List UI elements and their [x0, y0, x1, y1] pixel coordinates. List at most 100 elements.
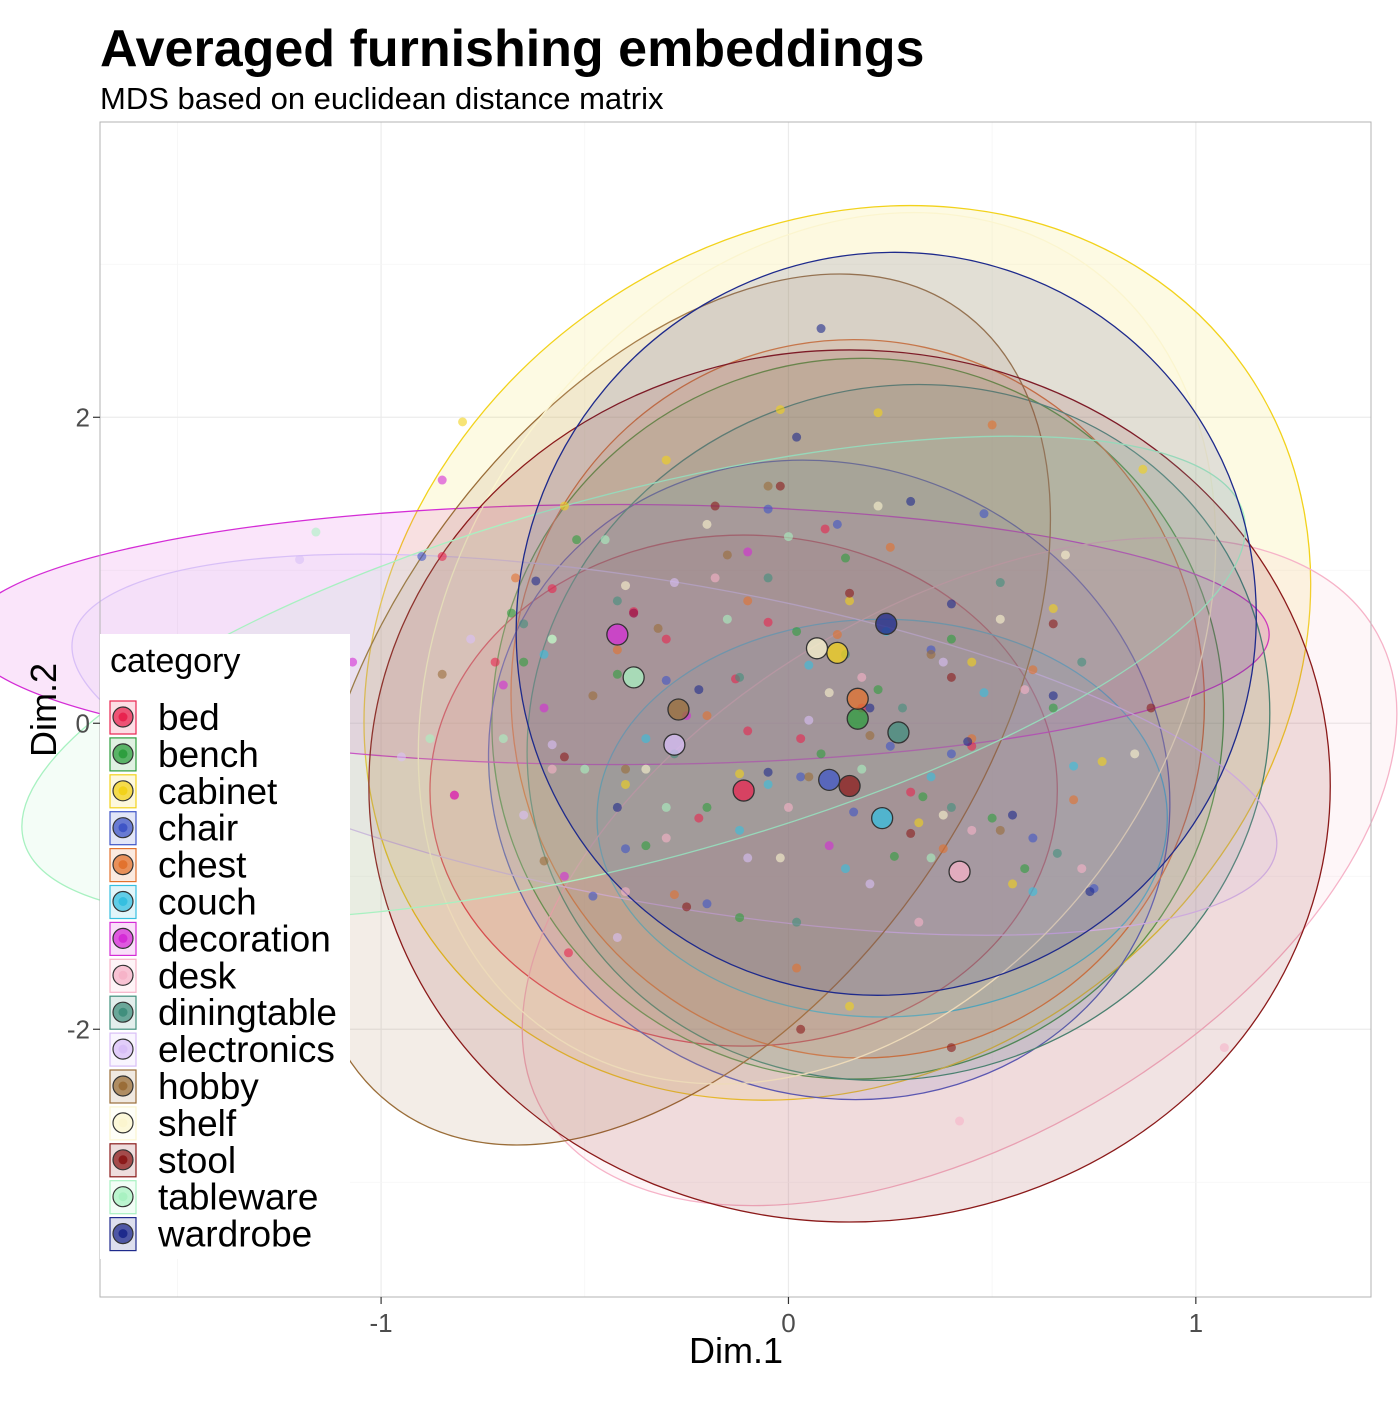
point-stool	[906, 828, 916, 838]
point-bench	[506, 608, 516, 618]
point-hobby	[865, 731, 875, 741]
legend-key-point	[118, 823, 128, 833]
point-stool	[682, 902, 692, 912]
point-chair	[979, 509, 989, 519]
centroid-hobby	[667, 698, 690, 721]
point-chest	[612, 645, 622, 655]
point-bench	[792, 626, 802, 636]
point-bench	[873, 685, 883, 695]
point-stool	[946, 1043, 956, 1053]
point-hobby	[763, 481, 773, 491]
point-couch	[840, 864, 850, 874]
point-chest	[1069, 795, 1079, 805]
point-bed	[694, 813, 704, 823]
point-hobby	[804, 772, 814, 782]
centroid-decoration	[606, 623, 629, 646]
point-shelf	[641, 764, 651, 774]
point-bench	[1020, 864, 1030, 874]
legend-key-point	[118, 970, 128, 980]
point-chair	[946, 749, 956, 759]
point-decoration	[559, 871, 569, 881]
legend-item-wardrobe: wardrobe	[109, 1214, 312, 1255]
legend-label: wardrobe	[157, 1214, 312, 1255]
axes: -1 0 1 -2 0 2	[67, 402, 1203, 1338]
y-tick-label: 2	[76, 402, 90, 432]
legend-key-point	[118, 860, 128, 870]
point-decoration	[539, 703, 549, 713]
point-desk	[710, 573, 720, 583]
point-cabinet	[735, 769, 745, 779]
point-tableware	[722, 614, 732, 624]
point-couch	[763, 779, 773, 789]
point-wardrobe	[792, 432, 802, 442]
centroids	[606, 612, 971, 883]
point-decoration	[437, 475, 447, 485]
point-stool	[1146, 703, 1156, 713]
point-diningtable	[946, 802, 956, 812]
point-chair	[702, 899, 712, 909]
point-chair	[763, 504, 773, 514]
point-cabinet	[661, 455, 671, 465]
point-chair	[417, 552, 427, 562]
point-chair	[885, 741, 895, 751]
point-stool	[559, 752, 569, 762]
legend-item-electronics: electronics	[109, 1029, 335, 1070]
legend-title: category	[110, 642, 240, 680]
point-cabinet	[1008, 879, 1018, 889]
centroid-tableware	[622, 666, 645, 689]
point-bed	[490, 657, 500, 667]
point-bed	[437, 552, 447, 562]
legend-label: chest	[158, 845, 247, 886]
point-cabinet	[559, 501, 569, 511]
legend-item-tableware: tableware	[109, 1177, 318, 1218]
legend-key-point	[118, 786, 128, 796]
legend-background	[100, 634, 350, 1259]
point-chair	[661, 675, 671, 685]
point-diningtable	[898, 703, 908, 713]
point-wardrobe	[816, 324, 826, 334]
point-decoration	[498, 680, 508, 690]
point-desk	[914, 917, 924, 927]
point-hobby	[926, 649, 936, 659]
point-shelf	[621, 581, 631, 591]
point-couch	[1069, 761, 1079, 771]
point-wardrobe	[1085, 887, 1095, 897]
point-desk	[1219, 1043, 1229, 1053]
point-desk	[661, 833, 671, 843]
legend-key-point	[118, 1044, 128, 1054]
point-shelf	[1060, 550, 1070, 560]
point-diningtable	[1077, 657, 1087, 667]
legend-key-point	[118, 1229, 128, 1239]
point-shelf	[995, 614, 1005, 624]
point-electronics	[865, 879, 875, 889]
point-stool	[710, 501, 720, 511]
centroid-stool	[838, 774, 861, 798]
legend-label: cabinet	[158, 771, 278, 812]
point-diningtable	[792, 917, 802, 927]
point-cabinet	[914, 818, 924, 828]
point-wardrobe	[963, 737, 973, 747]
point-electronics	[396, 752, 406, 762]
legend-key-point	[118, 897, 128, 906]
point-bed	[563, 948, 573, 958]
point-stool	[796, 1024, 806, 1034]
point-shelf	[1130, 749, 1140, 759]
legend-items: bedbenchcabinetchairchestcouchdecoration…	[109, 697, 337, 1255]
point-cabinet	[458, 417, 468, 427]
legend-item-shelf: shelf	[109, 1103, 237, 1144]
point-wardrobe	[1048, 691, 1058, 701]
point-hobby	[995, 825, 1005, 835]
centroid-shelf	[805, 637, 829, 660]
point-chest	[938, 844, 948, 854]
point-wardrobe	[694, 685, 704, 695]
y-tick-label: -2	[67, 1014, 90, 1044]
legend-label: electronics	[158, 1029, 335, 1070]
point-bench	[987, 813, 997, 823]
point-wardrobe	[865, 703, 875, 713]
point-couch	[804, 660, 814, 670]
x-tick-label: 0	[781, 1308, 795, 1338]
point-couch	[926, 772, 936, 782]
point-chair	[849, 807, 859, 817]
point-cabinet	[1138, 464, 1148, 474]
point-electronics	[466, 634, 476, 644]
